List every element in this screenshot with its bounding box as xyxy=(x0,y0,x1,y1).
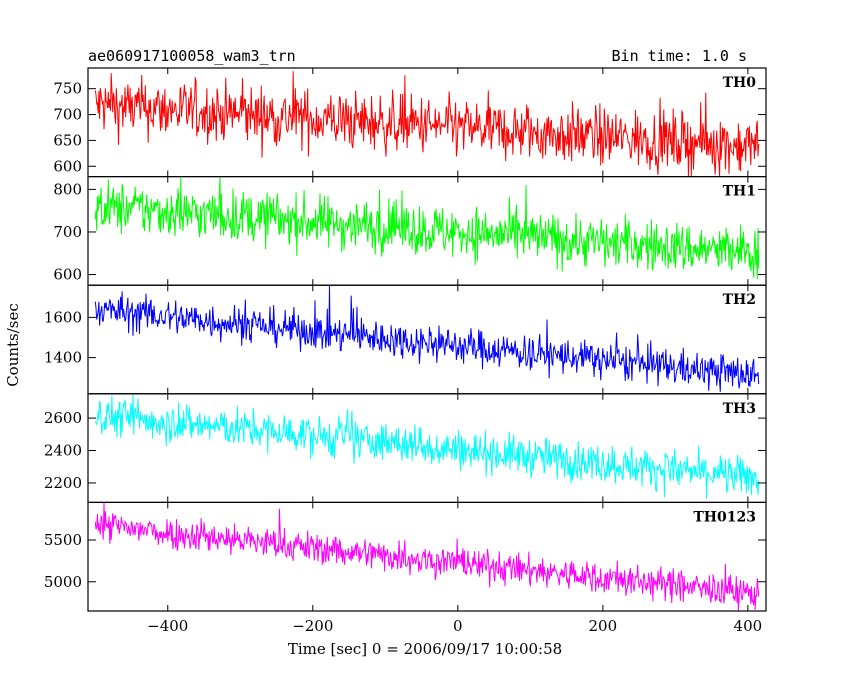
series-th3-line xyxy=(94,393,760,499)
y-tick-label: 2400 xyxy=(44,442,82,460)
panel-frame xyxy=(87,284,767,395)
panel-label: TH3 xyxy=(723,401,756,417)
panel-th3: 2200 2400 2600 TH3 xyxy=(44,393,767,503)
panel-frame xyxy=(87,176,767,286)
x-tick-label: 200 xyxy=(589,617,618,635)
x-tick-label: −400 xyxy=(147,617,188,635)
x-tick-label: 0 xyxy=(453,617,463,635)
y-tick-label: 700 xyxy=(53,106,82,124)
y-tick-label: 1400 xyxy=(44,349,82,367)
panel-th0123: 5000 5500 TH0123 xyxy=(44,501,767,612)
y-tick-label: 1600 xyxy=(44,308,82,326)
x-tick-label: −200 xyxy=(292,617,333,635)
y-tick-label: 600 xyxy=(53,157,82,175)
y-tick-label: 5000 xyxy=(44,573,82,591)
y-tick-label: 800 xyxy=(53,180,82,198)
y-tick-label: 2600 xyxy=(44,409,82,427)
bin-time-label: Bin time: 1.0 s xyxy=(612,47,747,65)
panel-label: TH0 xyxy=(723,75,757,91)
x-axis: −400 −200 0 200 400 xyxy=(147,617,762,635)
series-th0123-line xyxy=(94,502,760,612)
x-axis-label: Time [sec] 0 = 2006/09/17 10:00:58 xyxy=(288,640,562,658)
series-th2-line xyxy=(94,285,760,392)
y-tick-label: 750 xyxy=(53,80,82,98)
y-tick-label: 5500 xyxy=(44,531,82,549)
panel-label: TH0123 xyxy=(693,509,756,525)
y-tick-label: 600 xyxy=(53,266,82,284)
y-tick-label: 650 xyxy=(53,131,82,149)
panel-label: TH1 xyxy=(723,184,756,200)
y-tick-label: 700 xyxy=(53,223,82,241)
panel-label: TH2 xyxy=(723,292,756,308)
y-tick-label: 2200 xyxy=(44,474,82,492)
panel-frame xyxy=(87,501,767,612)
panel-th0: 600 650 700 750 TH0 xyxy=(53,67,767,178)
panel-th1: 600 700 800 TH1 xyxy=(53,176,767,286)
series-th0-line xyxy=(94,71,760,177)
series-th1-line xyxy=(94,176,760,280)
panels: 600 650 700 750 TH0 600 700 800 TH1 1400 1600 TH2 22… xyxy=(44,67,767,612)
chart-title: ae060917100058_wam3_trn xyxy=(88,47,296,65)
panel-th2: 1400 1600 TH2 xyxy=(44,284,767,395)
y-axis-label: Counts/sec xyxy=(4,303,22,387)
x-tick-label: 400 xyxy=(734,617,763,635)
